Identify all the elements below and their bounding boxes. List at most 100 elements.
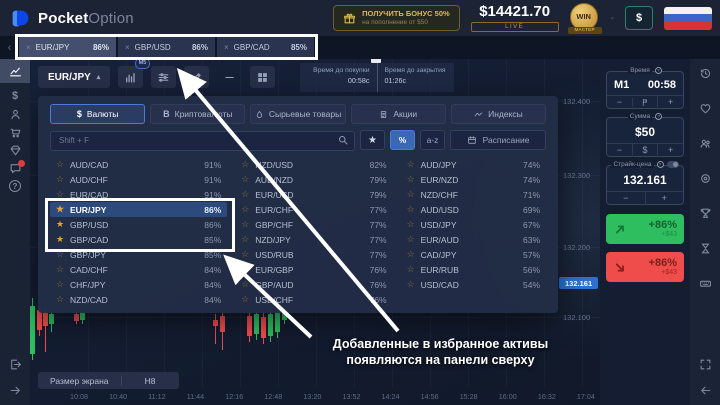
favorite-star-icon[interactable] bbox=[56, 264, 70, 275]
sort-alphabetical-button[interactable]: a-z bbox=[420, 130, 445, 150]
favorite-asset-tab[interactable]: × GBP/USD 86% bbox=[118, 37, 215, 58]
deposit-button[interactable]: $ bbox=[625, 6, 653, 30]
remove-button[interactable] bbox=[217, 66, 242, 88]
asset-row[interactable]: CHF/JPY 84% bbox=[50, 277, 227, 292]
favorite-star-icon[interactable] bbox=[56, 189, 70, 200]
favorite-star-icon[interactable] bbox=[241, 159, 255, 170]
sell-down-button[interactable]: +86% +$43 bbox=[606, 252, 684, 282]
favorite-star-icon[interactable] bbox=[407, 159, 421, 170]
favorite-star-icon[interactable] bbox=[407, 189, 421, 200]
social-button[interactable] bbox=[699, 136, 712, 150]
amount-decrease-button[interactable]: − bbox=[616, 144, 622, 155]
favorite-star-icon[interactable] bbox=[241, 279, 255, 290]
favorite-star-icon[interactable] bbox=[56, 204, 70, 215]
asset-row[interactable]: GBP/CHF 77% bbox=[235, 217, 392, 232]
asset-row[interactable]: GBP/CAD 85% bbox=[50, 232, 227, 247]
bonus-button[interactable]: ПОЛУЧИТЬ БОНУС 50% на пополнение от $50 bbox=[333, 5, 460, 31]
info-icon[interactable]: ? bbox=[655, 113, 663, 120]
chart-size-bar[interactable]: Размер экрана H8 bbox=[38, 372, 179, 389]
sidebar-item-chat[interactable] bbox=[0, 159, 30, 177]
time-decrease-button[interactable]: − bbox=[616, 96, 622, 107]
asset-row[interactable]: CAD/JPY 57% bbox=[401, 247, 546, 262]
asset-row[interactable]: CAD/CHF 84% bbox=[50, 262, 227, 277]
favorite-star-icon[interactable] bbox=[407, 234, 421, 245]
asset-row[interactable]: EUR/NZD 74% bbox=[401, 172, 546, 187]
sidebar-item-achievements[interactable] bbox=[0, 141, 30, 159]
trades-history-button[interactable] bbox=[699, 66, 712, 80]
favorite-star-icon[interactable] bbox=[407, 249, 421, 260]
favorite-star-icon[interactable] bbox=[241, 219, 255, 230]
asset-row[interactable]: EUR/JPY 86% bbox=[50, 202, 228, 217]
favorite-star-icon[interactable] bbox=[56, 279, 70, 290]
tab-indices[interactable]: Индексы bbox=[450, 104, 547, 124]
favorite-star-icon[interactable] bbox=[407, 264, 421, 275]
screen-size-button[interactable]: Размер экрана bbox=[50, 375, 109, 386]
collapse-strip-button[interactable] bbox=[699, 383, 712, 397]
favorite-star-icon[interactable] bbox=[241, 249, 255, 260]
time-increase-button[interactable]: + bbox=[657, 95, 683, 109]
chart-type-button[interactable]: M5 bbox=[118, 58, 151, 88]
favorite-star-icon[interactable] bbox=[241, 189, 255, 200]
indicators-button[interactable] bbox=[151, 66, 177, 88]
search-field[interactable] bbox=[50, 130, 355, 151]
asset-row[interactable]: EUR/AUD 63% bbox=[401, 232, 546, 247]
sidebar-item-help[interactable]: ? bbox=[0, 177, 30, 195]
asset-row[interactable]: AUD/NZD 79% bbox=[235, 172, 392, 187]
language-flag-ru[interactable] bbox=[664, 6, 712, 30]
asset-row[interactable]: AUD/JPY 74% bbox=[401, 157, 546, 172]
buy-up-button[interactable]: +86% +$43 bbox=[606, 214, 684, 244]
asset-row[interactable]: AUD/CHF 91% bbox=[50, 172, 227, 187]
favorite-star-icon[interactable] bbox=[241, 234, 255, 245]
asset-row[interactable]: NZD/CHF 71% bbox=[401, 187, 546, 202]
signals-button[interactable] bbox=[699, 101, 712, 115]
close-icon[interactable]: × bbox=[224, 43, 229, 52]
account-balance[interactable]: $14421.70 LIVE bbox=[470, 4, 559, 33]
tab-crypto[interactable]: B Криптовалюты bbox=[150, 104, 246, 124]
asset-row[interactable]: AUD/CAD 91% bbox=[50, 157, 227, 172]
sidebar-collapse[interactable] bbox=[0, 381, 30, 399]
favorite-star-icon[interactable] bbox=[56, 159, 70, 170]
favorite-star-icon[interactable] bbox=[241, 294, 255, 305]
favorite-star-icon[interactable] bbox=[56, 294, 70, 305]
asset-row[interactable]: NZD/JPY 77% bbox=[235, 232, 392, 247]
favorites-scroll-left-icon[interactable]: ‹ bbox=[7, 41, 12, 54]
overlay-drag-handle-icon[interactable] bbox=[371, 57, 381, 63]
sidebar-item-profile[interactable] bbox=[0, 105, 30, 123]
info-icon[interactable]: ? bbox=[656, 161, 664, 168]
strike-increase-button[interactable]: + bbox=[644, 191, 684, 205]
close-icon[interactable]: × bbox=[26, 43, 31, 52]
amount-currency-button[interactable]: $ bbox=[631, 143, 658, 157]
fullscreen-button[interactable] bbox=[699, 357, 712, 371]
logo[interactable]: PocketOption bbox=[10, 8, 134, 29]
pending-trades-button[interactable] bbox=[699, 241, 712, 255]
flag-mode-button[interactable] bbox=[631, 97, 658, 107]
asset-row[interactable]: EUR/CAD 91% bbox=[50, 187, 227, 202]
favorite-star-icon[interactable] bbox=[241, 264, 255, 275]
asset-row[interactable]: GBP/USD 86% bbox=[50, 217, 227, 232]
favorite-asset-tab[interactable]: × EUR/JPY 86% bbox=[19, 37, 116, 58]
sort-by-percent-button[interactable]: % bbox=[390, 130, 415, 150]
favorite-star-icon[interactable] bbox=[56, 219, 70, 230]
timeframe-button[interactable]: H8 bbox=[120, 375, 179, 386]
asset-row[interactable]: NZD/CAD 84% bbox=[50, 292, 227, 307]
sidebar-item-finance[interactable]: $ bbox=[0, 87, 30, 105]
tab-currencies[interactable]: $ Валюты bbox=[50, 104, 146, 124]
asset-row[interactable]: EUR/RUB 56% bbox=[401, 262, 546, 277]
asset-selector-button[interactable]: EUR/JPY ▴ bbox=[38, 66, 111, 88]
tournaments-button[interactable] bbox=[699, 206, 712, 220]
amount-increase-button[interactable]: + bbox=[657, 143, 683, 157]
favorite-star-icon[interactable] bbox=[241, 204, 255, 215]
favorite-star-icon[interactable] bbox=[56, 174, 70, 185]
favorite-star-icon[interactable] bbox=[241, 174, 255, 185]
favorite-star-icon[interactable] bbox=[407, 279, 421, 290]
favorite-star-icon[interactable] bbox=[407, 174, 421, 185]
strike-decrease-button[interactable]: − bbox=[623, 192, 629, 203]
asset-row[interactable]: USD/JPY 67% bbox=[401, 217, 546, 232]
asset-row[interactable]: USD/CAD 54% bbox=[401, 277, 546, 292]
favorite-star-icon[interactable] bbox=[56, 234, 70, 245]
tab-stocks[interactable]: Акции bbox=[350, 104, 446, 124]
favorites-filter-button[interactable]: ★ bbox=[360, 130, 385, 150]
asset-row[interactable]: GBP/JPY 85% bbox=[50, 247, 227, 262]
asset-row[interactable]: EUR/CHF 77% bbox=[235, 202, 392, 217]
asset-row[interactable]: USD/CHF 76% bbox=[235, 292, 392, 307]
